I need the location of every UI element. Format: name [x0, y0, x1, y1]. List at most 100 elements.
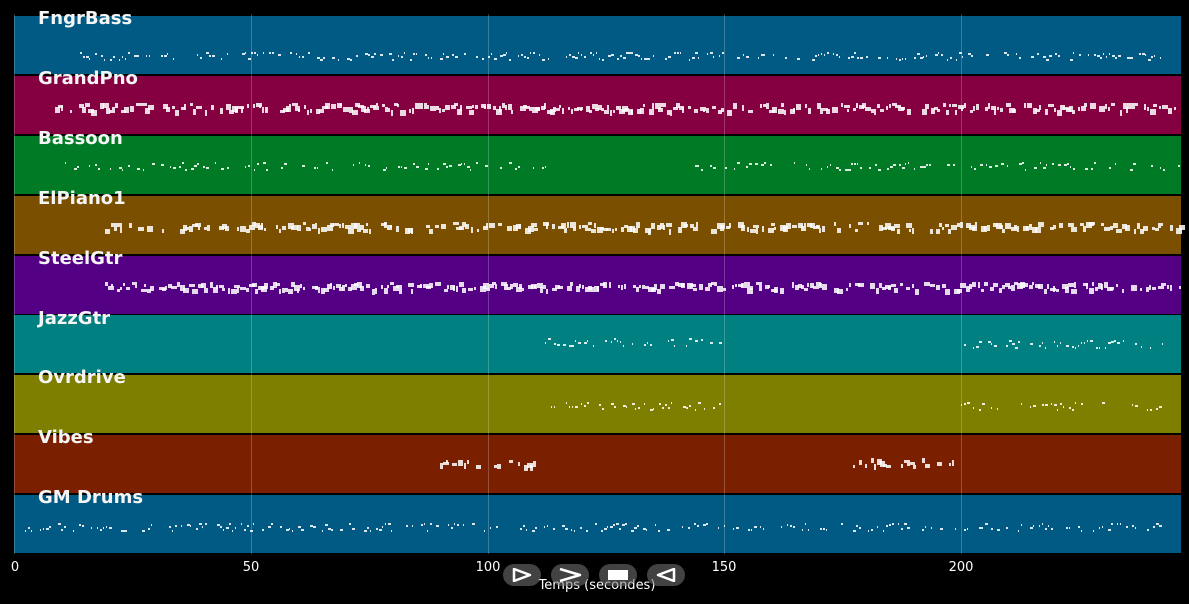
note-mark [447, 285, 449, 289]
note-mark [936, 285, 940, 290]
note-mark [1112, 55, 1115, 57]
note-mark [561, 223, 566, 228]
note-mark [1040, 162, 1041, 164]
note-mark [651, 223, 655, 229]
stop-button[interactable] [599, 564, 637, 586]
note-mark [810, 283, 814, 288]
note-mark [380, 54, 383, 56]
note-mark [64, 526, 66, 528]
note-mark [264, 228, 266, 231]
note-mark [128, 165, 130, 167]
note-mark [187, 524, 190, 526]
note-mark [674, 52, 676, 54]
note-mark [760, 104, 762, 108]
note-mark [860, 167, 862, 169]
note-mark [1134, 229, 1136, 234]
note-mark [879, 283, 882, 288]
note-mark [40, 529, 41, 531]
note-mark [1078, 345, 1079, 347]
note-mark [566, 56, 567, 58]
note-mark [758, 57, 759, 59]
note-mark [1117, 342, 1120, 344]
note-mark [426, 286, 431, 289]
fast-forward-button[interactable] [551, 564, 589, 586]
note-mark [456, 286, 458, 292]
note-mark [737, 162, 740, 164]
note-mark [584, 342, 587, 344]
note-mark [684, 224, 688, 227]
note-mark [430, 523, 432, 525]
note-mark [695, 52, 698, 54]
note-mark [1074, 282, 1076, 288]
note-mark [541, 106, 545, 110]
note-mark [874, 109, 876, 115]
note-mark [1135, 103, 1138, 106]
note-mark [639, 285, 641, 288]
track-lane-vibes[interactable] [14, 435, 1181, 493]
note-mark [698, 165, 699, 167]
note-mark [646, 529, 647, 531]
note-mark [636, 222, 640, 228]
play-button[interactable] [503, 564, 541, 586]
rewind-button[interactable] [647, 564, 685, 586]
note-mark [830, 164, 831, 166]
note-mark [164, 55, 167, 57]
note-mark [122, 169, 123, 171]
note-mark [836, 54, 838, 56]
note-mark [391, 110, 393, 116]
note-mark [701, 339, 703, 341]
note-mark [1140, 288, 1142, 291]
note-mark [719, 55, 720, 57]
note-mark [805, 523, 806, 525]
note-mark [510, 284, 513, 289]
note-mark [1109, 53, 1110, 55]
track-lane-fngrbass[interactable] [14, 16, 1181, 74]
note-mark [925, 464, 930, 468]
note-mark [101, 55, 103, 57]
note-mark [1057, 345, 1058, 347]
note-mark [484, 530, 485, 532]
note-mark [421, 103, 423, 109]
note-mark [704, 408, 705, 410]
note-mark [599, 58, 600, 60]
note-mark [557, 344, 560, 346]
note-mark [330, 283, 332, 286]
note-mark [400, 110, 406, 116]
note-mark [1122, 224, 1127, 229]
note-mark [810, 223, 815, 228]
note-mark [323, 57, 325, 59]
note-mark [77, 166, 79, 168]
note-mark [799, 104, 801, 110]
note-mark [1057, 110, 1062, 116]
note-mark [58, 105, 63, 108]
note-mark [1099, 106, 1105, 112]
note-mark [285, 288, 288, 292]
note-mark [161, 55, 163, 57]
note-mark [749, 163, 752, 165]
note-mark [507, 287, 511, 290]
note-mark [408, 228, 413, 233]
note-mark [1029, 285, 1033, 289]
note-mark [185, 169, 187, 171]
note-mark [255, 223, 260, 228]
note-mark [621, 227, 624, 232]
note-mark [247, 525, 249, 527]
note-mark [901, 464, 903, 468]
note-mark [530, 465, 533, 471]
note-mark [653, 408, 654, 410]
note-mark [82, 525, 84, 527]
note-mark [100, 529, 102, 531]
note-mark [168, 284, 172, 288]
note-mark [1079, 54, 1081, 56]
track-lane-ovrdrive[interactable] [14, 375, 1181, 433]
note-mark [526, 529, 527, 531]
note-mark [1029, 224, 1032, 230]
note-mark [206, 167, 209, 169]
note-mark [450, 285, 455, 290]
note-mark [1111, 103, 1115, 106]
note-mark [1017, 226, 1019, 232]
note-mark [693, 227, 698, 231]
track-lane-jazzgtr[interactable] [14, 315, 1181, 373]
note-mark [129, 223, 132, 228]
note-mark [815, 55, 817, 57]
